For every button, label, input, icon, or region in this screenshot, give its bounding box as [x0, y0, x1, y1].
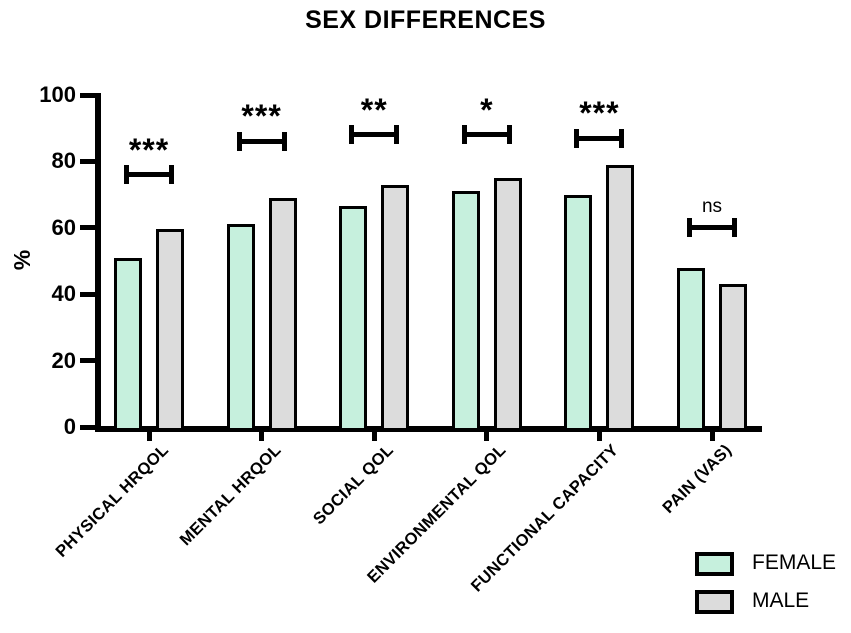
- x-category-label: PAIN (VAS): [658, 441, 735, 518]
- bracket-line: [124, 172, 174, 178]
- x-category-label: MENTAL HRQOL: [176, 441, 285, 550]
- y-tick: [80, 92, 96, 98]
- y-axis-line: [95, 93, 101, 432]
- y-tick: [80, 225, 96, 231]
- significance-bracket: [124, 165, 174, 185]
- chart-title: SEX DIFFERENCES: [305, 6, 546, 34]
- y-tick-label: 20: [51, 347, 76, 373]
- x-tick: [371, 432, 377, 441]
- x-tick: [146, 432, 152, 441]
- x-tick: [484, 432, 490, 441]
- y-tick-label: 40: [51, 281, 76, 307]
- legend-label: FEMALE: [752, 551, 837, 574]
- bar-female: [564, 194, 593, 431]
- significance-label: ***: [579, 95, 620, 132]
- legend-label: MALE: [752, 589, 810, 612]
- bar-male: [156, 229, 184, 431]
- bar-male: [493, 178, 522, 431]
- significance-label: ns: [701, 195, 723, 217]
- bracket-line: [349, 132, 400, 138]
- bracket-line: [687, 225, 737, 231]
- significance-bracket: [687, 218, 737, 238]
- bar-female: [226, 224, 255, 431]
- significance-bracket: [461, 125, 512, 145]
- x-axis-line: [95, 426, 762, 432]
- significance-label: ***: [241, 98, 282, 135]
- significance-bracket: [236, 131, 287, 151]
- y-tick-label: 0: [63, 414, 76, 439]
- bar-female: [339, 206, 368, 431]
- bar-male: [719, 284, 747, 431]
- legend-swatch: [695, 552, 734, 576]
- bar-female: [451, 191, 480, 431]
- y-tick: [80, 358, 96, 364]
- significance-label: ***: [128, 131, 170, 168]
- y-tick-label: 80: [51, 148, 76, 174]
- significance-label: **: [360, 91, 388, 128]
- bracket-line: [236, 138, 287, 144]
- y-tick-label: 100: [39, 82, 76, 107]
- legend-item-female: FEMALE: [695, 551, 851, 578]
- bracket-line: [574, 135, 625, 141]
- legend-item-male: MALE: [695, 589, 851, 616]
- bar-male: [606, 164, 635, 431]
- significance-label: *: [480, 91, 494, 128]
- bar-male: [381, 184, 410, 431]
- significance-bracket: [349, 125, 400, 145]
- x-tick: [259, 432, 265, 441]
- legend: FEMALE MALE: [695, 551, 851, 633]
- legend-swatch: [695, 590, 734, 614]
- y-tick: [80, 291, 96, 297]
- bar-female: [114, 257, 142, 431]
- y-tick-label: 60: [51, 214, 76, 240]
- y-tick: [80, 158, 96, 164]
- bar-female: [677, 267, 705, 431]
- x-category-label: SOCIAL QOL: [309, 441, 397, 529]
- bracket-line: [461, 132, 512, 138]
- y-tick: [80, 424, 96, 430]
- bar-male: [268, 197, 297, 431]
- x-category-label: PHYSICAL HRQOL: [51, 441, 172, 561]
- x-tick: [709, 432, 715, 441]
- significance-bracket: [574, 128, 625, 148]
- x-tick: [596, 432, 602, 441]
